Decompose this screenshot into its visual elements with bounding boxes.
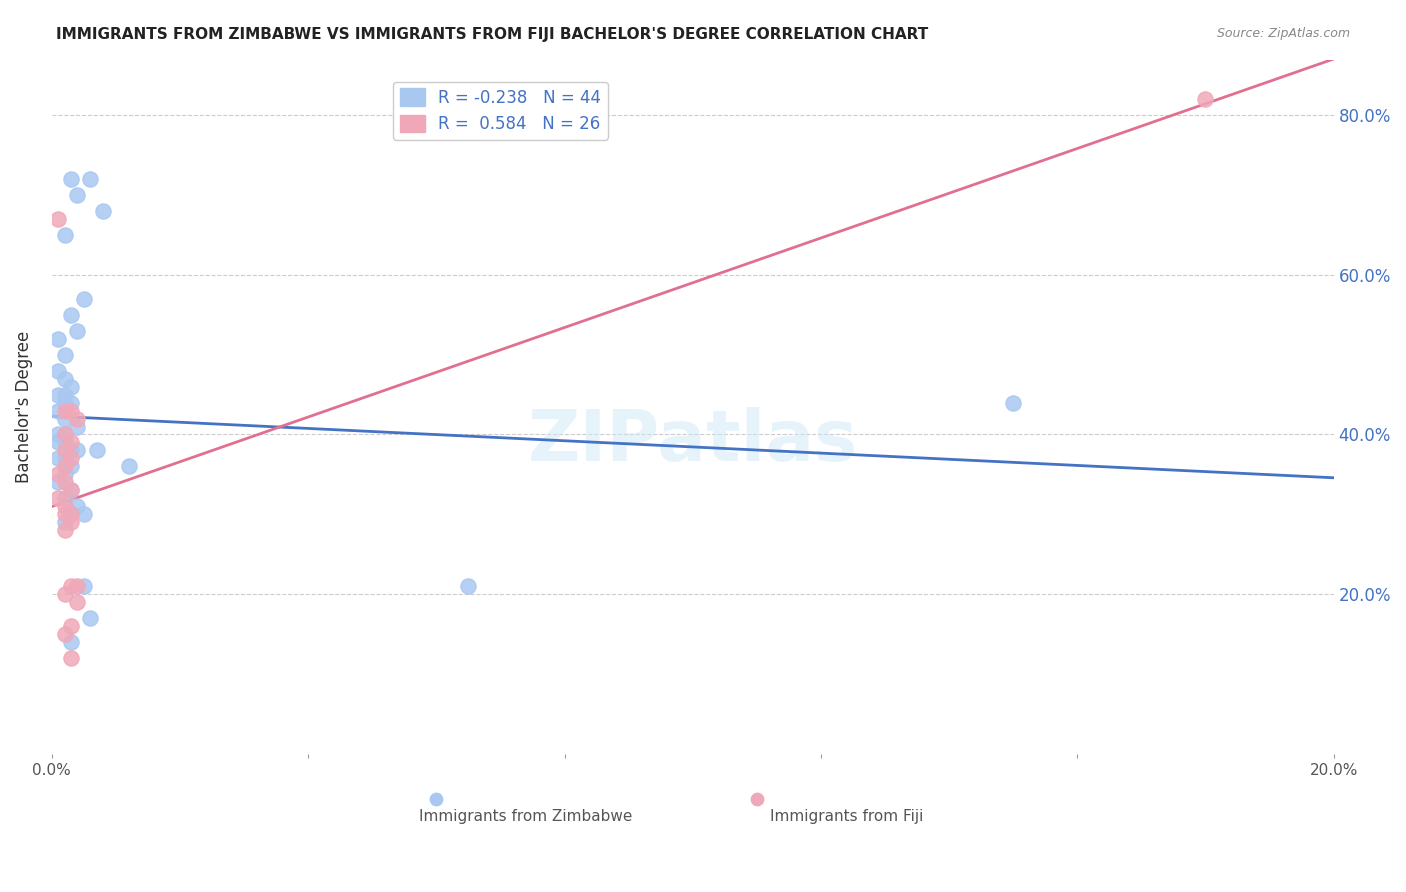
- Point: [53, 523, 76, 537]
- Point: [53, 403, 76, 417]
- Point: [59, 172, 82, 186]
- Text: IMMIGRANTS FROM ZIMBABWE VS IMMIGRANTS FROM FIJI BACHELOR'S DEGREE CORRELATION C: IMMIGRANTS FROM ZIMBABWE VS IMMIGRANTS F…: [56, 27, 928, 42]
- Point: [66, 500, 89, 514]
- Point: [53, 371, 76, 385]
- Point: [79, 611, 101, 625]
- Point: [46, 451, 69, 466]
- Point: [59, 650, 82, 665]
- Point: [745, 791, 768, 805]
- Point: [1002, 395, 1025, 409]
- Point: [73, 292, 96, 306]
- Point: [73, 508, 96, 522]
- Point: [46, 364, 69, 378]
- Point: [53, 627, 76, 641]
- Point: [1194, 93, 1216, 107]
- Point: [59, 508, 82, 522]
- Point: [46, 427, 69, 442]
- Point: [53, 491, 76, 506]
- Legend: R = -0.238   N = 44, R =  0.584   N = 26: R = -0.238 N = 44, R = 0.584 N = 26: [394, 82, 607, 140]
- Point: [66, 443, 89, 458]
- Point: [86, 443, 108, 458]
- Y-axis label: Bachelor's Degree: Bachelor's Degree: [15, 330, 32, 483]
- Point: [53, 500, 76, 514]
- Point: [53, 451, 76, 466]
- Point: [53, 427, 76, 442]
- Point: [53, 411, 76, 425]
- Point: [46, 491, 69, 506]
- Point: [59, 515, 82, 529]
- Point: [59, 308, 82, 322]
- Text: Immigrants from Zimbabwe: Immigrants from Zimbabwe: [419, 809, 633, 824]
- Point: [53, 475, 76, 490]
- Point: [46, 332, 69, 346]
- Point: [53, 587, 76, 601]
- Point: [53, 387, 76, 401]
- Point: [53, 443, 76, 458]
- Point: [46, 467, 69, 482]
- Point: [53, 228, 76, 243]
- Point: [59, 443, 82, 458]
- Point: [66, 324, 89, 338]
- Point: [59, 451, 82, 466]
- Point: [59, 508, 82, 522]
- Point: [59, 619, 82, 633]
- Point: [46, 403, 69, 417]
- Text: Immigrants from Fiji: Immigrants from Fiji: [770, 809, 924, 824]
- Point: [91, 204, 114, 219]
- Point: [66, 579, 89, 593]
- Point: [66, 595, 89, 609]
- Point: [66, 419, 89, 434]
- Point: [46, 387, 69, 401]
- Point: [59, 459, 82, 474]
- Point: [53, 395, 76, 409]
- Point: [53, 508, 76, 522]
- Point: [59, 483, 82, 498]
- Point: [53, 467, 76, 482]
- Point: [59, 635, 82, 649]
- Point: [53, 435, 76, 450]
- Point: [53, 348, 76, 362]
- Point: [53, 459, 76, 474]
- Point: [457, 579, 479, 593]
- Point: [46, 475, 69, 490]
- Point: [118, 459, 141, 474]
- Point: [73, 579, 96, 593]
- Point: [59, 483, 82, 498]
- Point: [46, 435, 69, 450]
- Point: [53, 515, 76, 529]
- Point: [79, 172, 101, 186]
- Point: [59, 435, 82, 450]
- Text: Source: ZipAtlas.com: Source: ZipAtlas.com: [1216, 27, 1350, 40]
- Text: ZIPatlas: ZIPatlas: [527, 407, 858, 475]
- Point: [66, 411, 89, 425]
- Point: [59, 379, 82, 393]
- Point: [59, 403, 82, 417]
- Point: [66, 188, 89, 202]
- Point: [59, 395, 82, 409]
- Point: [53, 427, 76, 442]
- Point: [425, 791, 447, 805]
- Point: [46, 212, 69, 227]
- Point: [59, 579, 82, 593]
